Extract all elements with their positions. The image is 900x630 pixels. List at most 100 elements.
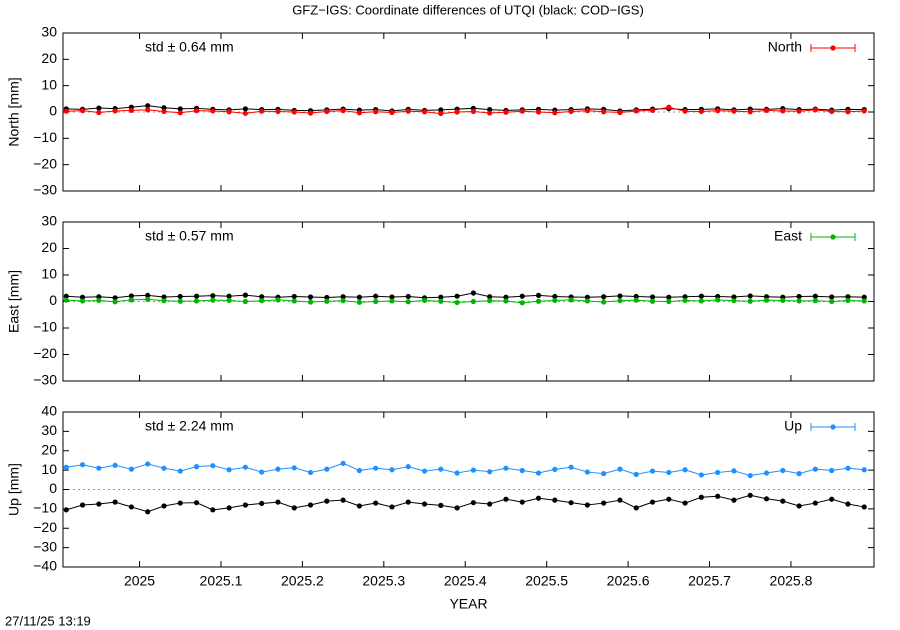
data-point [552,110,558,116]
data-point [763,297,770,303]
data-point [63,507,69,513]
y-tick-label: −10 [33,129,57,145]
data-point [503,298,509,304]
data-point [145,103,151,109]
x-tick-label: 2025.1 [200,573,243,589]
data-point [421,297,428,304]
data-point [829,108,835,115]
data-point [731,298,737,304]
x-tick-label: 2025 [124,573,155,589]
data-point [405,293,411,300]
series-line [66,462,865,477]
data-point [291,505,297,511]
data-point [796,298,802,304]
data-point [568,464,574,470]
data-point [633,505,639,511]
data-point [861,298,867,304]
data-point [96,105,102,111]
data-point [861,294,867,300]
data-point [242,292,248,298]
data-point [259,469,265,475]
data-point [552,497,558,503]
x-tick-label: 2025.8 [770,573,813,589]
data-point [324,294,330,301]
data-point [421,109,428,115]
data-point [324,498,330,504]
data-point [438,107,444,113]
y-tick-label: 20 [41,441,57,457]
data-point [112,462,118,468]
data-point [63,293,69,299]
data-point [259,500,265,507]
data-point [275,499,281,505]
data-point [112,108,118,114]
plot-frame [62,32,875,192]
y-axis-label: North [mm] [6,77,22,146]
data-point [601,471,607,477]
data-point [829,294,835,300]
data-point [617,109,623,116]
data-point [324,466,330,472]
data-point [731,108,737,114]
data-point [682,294,688,300]
series-line [66,105,865,112]
data-point [291,293,297,300]
data-point [812,107,818,113]
data-point [568,500,574,506]
legend-marker [830,424,836,430]
data-point [210,463,216,469]
data-point [698,472,704,478]
data-point [666,104,672,110]
data-point [633,108,639,114]
x-tick-label: 2025.4 [444,573,487,589]
data-point [845,109,851,115]
data-point [796,293,802,300]
data-point [698,108,704,115]
data-point [161,503,167,509]
data-point [259,108,265,114]
data-point [649,294,656,300]
data-point [405,299,411,305]
data-point [307,294,314,300]
data-point [96,294,102,300]
data-point [340,298,346,304]
data-point [177,293,183,300]
data-point [161,298,167,304]
data-point [112,295,118,301]
data-point [112,499,118,505]
y-tick-label: −30 [33,372,57,388]
legend-marker [830,45,836,51]
data-point [128,466,134,472]
data-point [177,468,183,474]
data-point [584,502,590,508]
y-tick-label: 30 [41,422,57,438]
data-point [161,108,167,115]
y-tick-label: 0 [49,480,57,496]
x-tick-label: 2025.3 [362,573,405,589]
x-tick-label: 2025.7 [688,573,731,589]
std-annotation: std ± 0.64 mm [145,39,234,55]
data-point [747,492,753,498]
data-point [829,496,835,502]
data-point [666,298,672,305]
data-point [275,297,281,303]
data-point [682,297,688,304]
data-point [145,509,151,515]
x-tick-label: 2025.6 [607,573,650,589]
data-point [112,299,118,305]
data-point [291,109,297,115]
data-point [193,464,200,470]
data-point [470,108,476,115]
y-tick-label: −30 [33,538,57,554]
data-point [535,109,542,115]
y-tick-label: 10 [41,76,57,92]
data-point [649,298,656,304]
data-point [210,507,216,513]
series-line [66,298,865,304]
data-point [438,294,444,300]
data-point [438,502,444,508]
data-point [552,297,558,304]
data-point [356,503,362,509]
data-point [96,501,102,507]
